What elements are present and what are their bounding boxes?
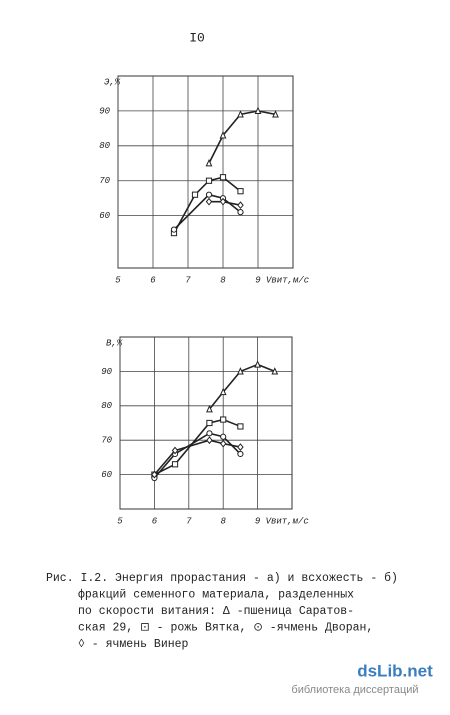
marker xyxy=(170,226,178,233)
marker xyxy=(206,436,213,445)
marker xyxy=(237,209,244,216)
plot-frame xyxy=(117,75,294,269)
marker xyxy=(205,177,213,184)
marker xyxy=(271,367,279,375)
x-tick-label: 8 xyxy=(220,516,226,526)
marker xyxy=(237,110,244,118)
y-tick-label: 90 xyxy=(99,106,110,116)
marker xyxy=(171,461,179,468)
caption-line: ская 29, ⊡ - рожь Вятка, ⊙ -ячмень Двора… xyxy=(78,622,373,635)
y-axis-label: В,% xyxy=(106,338,123,348)
caption-line: фракций семенного материала, разделенных xyxy=(78,589,354,602)
marker xyxy=(237,450,244,458)
marker xyxy=(272,110,279,118)
marker xyxy=(206,404,213,413)
marker xyxy=(191,191,199,198)
marker xyxy=(237,423,244,430)
x-tick-label: 9 xyxy=(255,275,261,285)
caption: Рис. I.2. Энергия прорастания - а) и всх… xyxy=(46,572,398,651)
marker xyxy=(219,197,227,206)
x-tick-label: 7 xyxy=(186,516,192,526)
series-line xyxy=(153,439,241,476)
x-tick-label: 6 xyxy=(150,275,156,285)
x-tick-label: 8 xyxy=(220,275,226,285)
watermark-tagline: библиотека диссертаций xyxy=(291,684,418,696)
marker xyxy=(219,174,227,181)
marker xyxy=(254,360,261,368)
y-axis-label: Э,% xyxy=(104,77,121,87)
chart: 5 6 7 8 9 60 70 80 90 Э,% Vвит,м/с xyxy=(99,75,309,285)
y-tick-label: 70 xyxy=(99,176,110,186)
caption-line: ◊ - ячмень Винер xyxy=(78,638,189,651)
marker xyxy=(205,191,213,198)
marker xyxy=(206,419,213,427)
marker xyxy=(220,433,227,440)
marker xyxy=(219,387,227,396)
plot-frame xyxy=(119,336,293,510)
marker xyxy=(205,158,213,167)
series-line xyxy=(154,418,241,476)
marker xyxy=(171,446,179,455)
chart: 5 6 7 8 9 60 70 80 90 В,% Vвит,м/с xyxy=(101,336,309,526)
y-tick-label: 70 xyxy=(101,436,112,446)
caption-line: по скорости витания: Δ -пшеница Саратов- xyxy=(78,605,354,618)
marker xyxy=(206,430,213,437)
series-line xyxy=(173,193,241,231)
marker xyxy=(237,443,244,451)
marker xyxy=(237,367,244,375)
marker xyxy=(254,106,262,115)
y-tick-label: 60 xyxy=(99,211,110,221)
x-tick-label: 9 xyxy=(255,516,261,526)
series-line xyxy=(208,110,276,164)
x-tick-label: 5 xyxy=(117,516,123,526)
x-tick-label: 6 xyxy=(152,516,158,526)
y-tick-label: 80 xyxy=(99,141,110,151)
marker xyxy=(220,416,227,423)
x-axis-label: Vвит,м/с xyxy=(266,275,309,285)
x-tick-label: 5 xyxy=(115,275,121,285)
y-tick-label: 90 xyxy=(101,367,112,377)
marker xyxy=(219,439,227,448)
caption-line: Рис. I.2. Энергия прорастания - а) и всх… xyxy=(46,572,398,585)
marker xyxy=(219,131,227,139)
y-tick-label: 60 xyxy=(101,470,112,480)
x-tick-label: 7 xyxy=(185,275,191,285)
marker xyxy=(237,201,244,210)
marker xyxy=(205,197,213,206)
y-tick-label: 80 xyxy=(101,401,112,411)
marker xyxy=(151,470,158,479)
x-axis-label: Vвит,м/с xyxy=(266,516,309,526)
watermark-brand: dsLib.net xyxy=(357,661,433,680)
page-number: I0 xyxy=(189,30,205,45)
marker xyxy=(237,188,244,195)
